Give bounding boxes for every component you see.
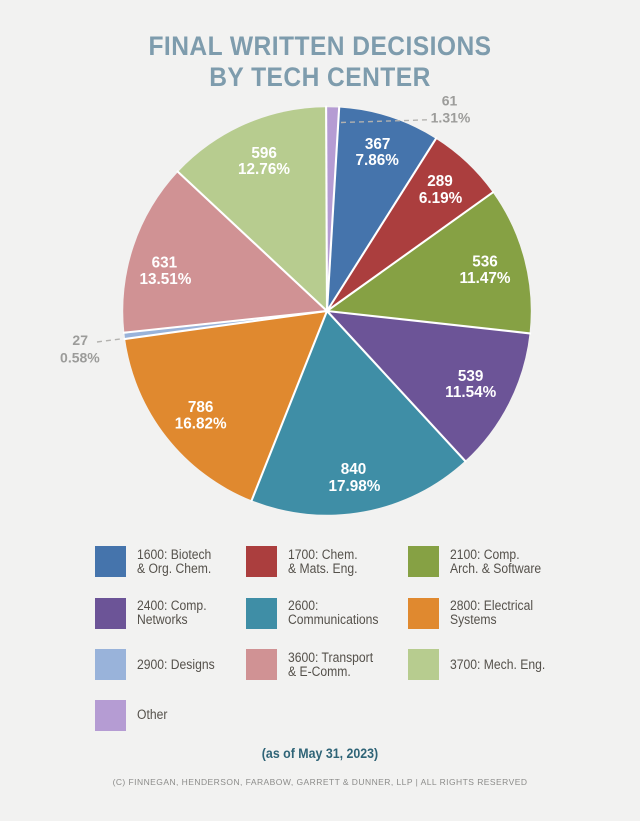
svg-text:27: 27 — [72, 332, 88, 348]
svg-text:61: 61 — [442, 93, 458, 109]
svg-text:786: 786 — [188, 399, 214, 416]
svg-text:536: 536 — [472, 253, 498, 270]
svg-text:17.98%: 17.98% — [328, 478, 380, 495]
svg-text:0.58%: 0.58% — [60, 349, 100, 365]
svg-text:11.47%: 11.47% — [459, 270, 510, 287]
svg-text:539: 539 — [458, 368, 484, 385]
svg-text:6.19%: 6.19% — [419, 190, 463, 207]
svg-text:596: 596 — [251, 145, 277, 162]
svg-text:13.51%: 13.51% — [139, 271, 191, 288]
svg-text:289: 289 — [427, 173, 453, 190]
svg-text:1.31%: 1.31% — [431, 110, 471, 126]
svg-text:840: 840 — [341, 461, 367, 478]
svg-text:367: 367 — [365, 136, 391, 153]
svg-text:7.86%: 7.86% — [356, 152, 400, 169]
svg-text:16.82%: 16.82% — [175, 415, 227, 432]
svg-text:12.76%: 12.76% — [238, 161, 290, 178]
svg-text:631: 631 — [152, 254, 178, 271]
svg-text:11.54%: 11.54% — [445, 384, 496, 401]
